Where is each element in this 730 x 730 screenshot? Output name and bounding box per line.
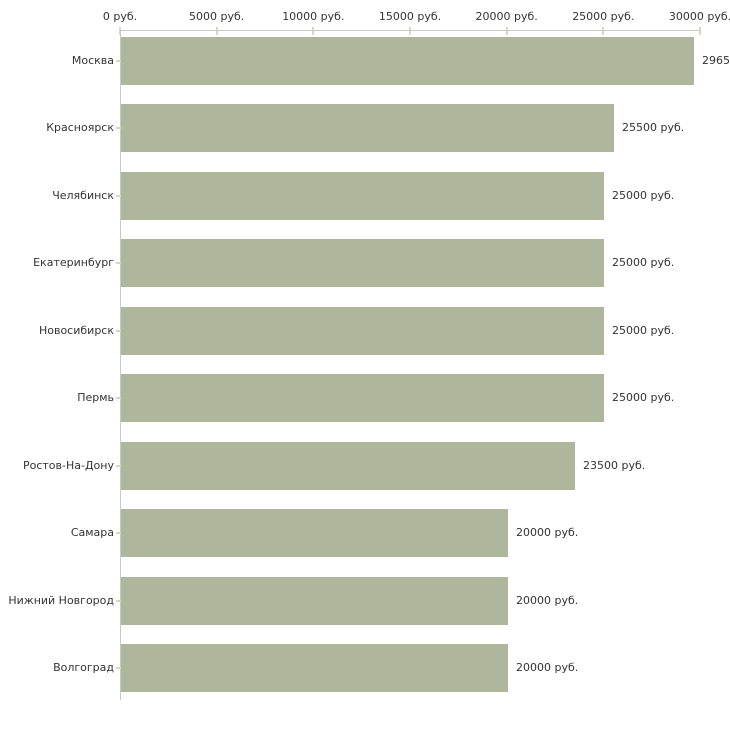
value-label: 25000 руб.: [612, 189, 675, 202]
category-label: Ростов-На-Дону: [22, 459, 114, 472]
y-axis-tick-mark: [116, 600, 121, 602]
y-axis-tick-mark: [116, 532, 121, 534]
x-axis-tick-label: 25000 руб.: [572, 10, 635, 23]
bar: [121, 239, 604, 287]
value-label: 25000 руб.: [612, 256, 675, 269]
category-label: Нижний Новгород: [8, 594, 114, 607]
category-label: Красноярск: [46, 121, 114, 134]
y-axis-tick-mark: [116, 397, 121, 399]
y-axis-tick-mark: [116, 465, 121, 467]
x-axis-tick-mark: [505, 27, 508, 35]
x-axis-tick-mark: [312, 27, 315, 35]
value-label: 25000 руб.: [612, 391, 675, 404]
category-label: Самара: [70, 526, 114, 539]
y-axis-tick-mark: [116, 330, 121, 332]
value-label: 29658 руб.: [702, 54, 730, 67]
category-label: Волгоград: [53, 661, 114, 674]
x-axis-line: [120, 30, 701, 31]
value-label: 20000 руб.: [516, 594, 579, 607]
category-label: Новосибирск: [38, 324, 114, 337]
x-axis-tick-label: 0 руб.: [102, 10, 138, 23]
bar: [121, 374, 604, 422]
bar: [121, 577, 508, 625]
y-axis-tick-mark: [116, 262, 121, 264]
bar: [121, 307, 604, 355]
x-axis-tick-mark: [602, 27, 605, 35]
y-axis-tick-mark: [116, 667, 121, 669]
bar: [121, 37, 694, 85]
bar: [121, 104, 614, 152]
value-label: 23500 руб.: [583, 459, 646, 472]
x-axis-tick-mark: [699, 27, 701, 35]
category-label: Челябинск: [52, 189, 114, 202]
x-axis-tick-label: 5000 руб.: [189, 10, 245, 23]
value-label: 20000 руб.: [516, 526, 579, 539]
y-axis-line: [120, 30, 121, 700]
y-axis-tick-mark: [116, 195, 121, 197]
x-axis-tick-label: 20000 руб.: [475, 10, 538, 23]
category-label: Пермь: [77, 391, 114, 404]
bar: [121, 172, 604, 220]
x-axis-tick-mark: [409, 27, 411, 35]
value-label: 20000 руб.: [516, 661, 579, 674]
x-axis-tick-mark: [215, 27, 218, 35]
y-axis-tick-mark: [116, 127, 121, 129]
bar: [121, 442, 575, 490]
value-label: 25500 руб.: [622, 121, 685, 134]
category-label: Москва: [71, 54, 114, 67]
bar: [121, 644, 508, 692]
category-label: Екатеринбург: [33, 256, 114, 269]
x-axis-tick-label: 30000 руб.: [668, 10, 730, 23]
value-label: 25000 руб.: [612, 324, 675, 337]
y-axis-tick-mark: [116, 60, 121, 62]
x-axis-tick-label: 15000 руб.: [378, 10, 442, 23]
bar: [121, 509, 508, 557]
x-axis-tick-label: 10000 руб.: [282, 10, 345, 23]
